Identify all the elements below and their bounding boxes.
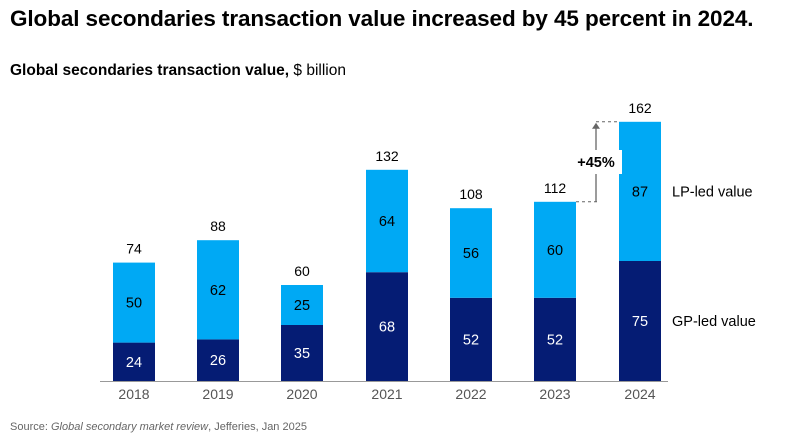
growth-label: +45%: [577, 155, 615, 171]
subtitle-bold: Global secondaries transaction value,: [10, 62, 290, 79]
total-label: 74: [126, 241, 142, 257]
legend-lp-led: LP-led value: [672, 184, 753, 200]
bar-lp-2022: [450, 208, 492, 298]
legend-gp-led: GP-led value: [672, 314, 756, 330]
total-label: 60: [294, 263, 310, 279]
gp-value-label: 24: [126, 355, 142, 371]
x-tick-label: 2018: [118, 386, 149, 402]
lp-value-label: 56: [463, 246, 479, 262]
x-tick-label: 2024: [624, 386, 655, 402]
bar-gp-2018: [113, 342, 155, 381]
lp-value-label: 60: [547, 243, 563, 259]
bar-lp-2020: [281, 285, 323, 325]
bar-lp-2024: [619, 121, 661, 261]
bar-lp-2021: [366, 169, 408, 273]
total-label: 132: [375, 148, 399, 164]
gp-value-label: 35: [294, 346, 310, 362]
source-suffix: , Jefferies, Jan 2025: [208, 421, 307, 433]
lp-value-label: 87: [632, 184, 648, 200]
source-note: Source: Global secondary market review, …: [10, 421, 307, 433]
gp-value-label: 75: [632, 314, 648, 330]
bar-gp-2020: [281, 325, 323, 381]
gp-value-label: 52: [547, 332, 563, 348]
gp-value-label: 68: [379, 320, 395, 336]
source-prefix: Source:: [10, 421, 51, 433]
x-tick-label: 2023: [539, 386, 570, 402]
total-label: 112: [544, 180, 567, 196]
lp-value-label: 62: [210, 283, 226, 299]
lp-value-label: 64: [379, 214, 395, 230]
growth-arrow-head: [592, 122, 600, 129]
total-label: 108: [459, 186, 483, 202]
growth-label-background: [570, 150, 622, 174]
bar-lp-2018: [113, 262, 155, 343]
bar-gp-2022: [450, 297, 492, 381]
total-label: 88: [210, 218, 226, 234]
headline: Global secondaries transaction value inc…: [10, 6, 754, 31]
bar-lp-2023: [534, 201, 576, 298]
x-tick-label: 2019: [202, 386, 233, 402]
lp-value-label: 25: [294, 298, 310, 314]
source-title: Global secondary market review: [50, 421, 209, 433]
x-tick-label: 2020: [286, 386, 317, 402]
lp-value-label: 50: [126, 296, 142, 312]
chart-subtitle: Global secondaries transaction value, $ …: [10, 62, 346, 80]
gp-value-label: 52: [463, 332, 479, 348]
bar-gp-2024: [619, 261, 661, 381]
subtitle-unit: $ billion: [289, 62, 346, 79]
total-label: 162: [628, 100, 652, 116]
x-tick-label: 2021: [371, 386, 402, 402]
x-tick-label: 2022: [455, 386, 486, 402]
gp-value-label: 26: [210, 353, 226, 369]
bar-gp-2019: [197, 339, 239, 381]
bar-gp-2021: [366, 272, 408, 381]
bar-lp-2019: [197, 240, 239, 340]
bar-gp-2023: [534, 297, 576, 381]
